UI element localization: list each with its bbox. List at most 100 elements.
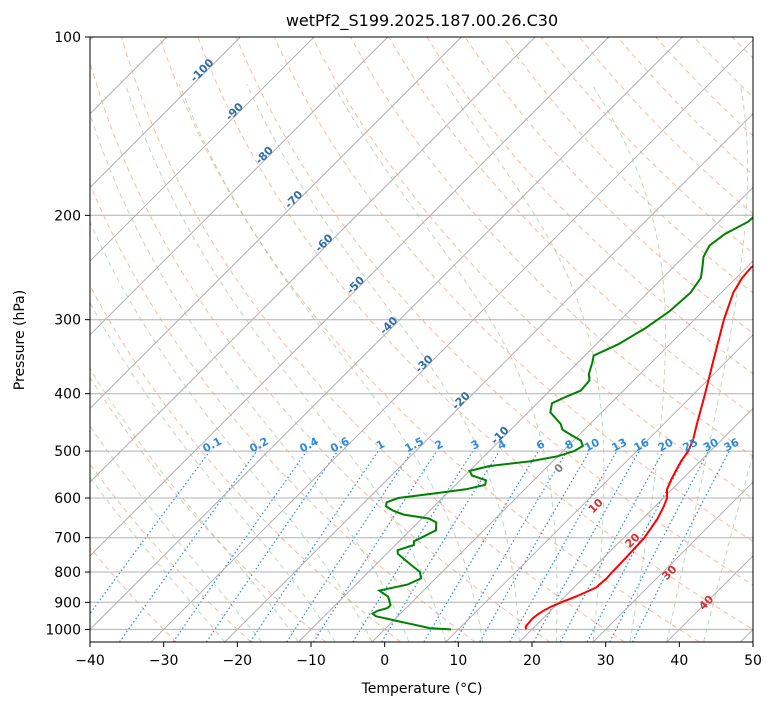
y-tick-label: 700	[54, 531, 81, 547]
isotherm	[90, 37, 389, 336]
x-tick-label: −40	[75, 653, 105, 669]
mixing-ratio-label: 13	[609, 436, 629, 455]
dry-adiabat	[273, 37, 753, 543]
isotherm	[592, 481, 753, 642]
moist-adiabat-label: 20	[623, 530, 643, 550]
y-tick-label: 900	[54, 595, 81, 611]
dry-adiabat	[90, 60, 551, 642]
isotherm	[90, 37, 536, 483]
mixing-ratio-label: 3	[469, 437, 482, 452]
mixing-ratio-line	[119, 450, 258, 642]
y-tick-label: 600	[54, 491, 81, 507]
moist-adiabat	[90, 367, 299, 642]
mixing-ratio-label: 20	[656, 436, 676, 455]
dry-adiabat-label: -10	[488, 424, 511, 447]
dry-adiabat-label: -90	[223, 100, 246, 123]
y-tick-label: 500	[54, 444, 81, 460]
dry-adiabat-label: -60	[312, 231, 335, 254]
isotherm	[90, 37, 610, 557]
x-tick-label: 50	[744, 653, 762, 669]
isotherm	[90, 37, 241, 189]
dry-adiabat-label: -20	[450, 389, 473, 412]
mixing-ratio-label: 10	[582, 436, 602, 455]
x-tick-label: 10	[449, 653, 467, 669]
dry-adiabat	[121, 37, 625, 642]
dry-adiabat-label: -30	[412, 352, 435, 375]
line-labels: 0.1 0.2 0.4 0.6 1 1.5 2 3 4 6 8 10 13 16 20 25 30 36-100-…	[188, 56, 742, 613]
mixing-ratio-line	[352, 450, 474, 642]
dry-adiabat	[90, 463, 252, 642]
dry-adiabat	[350, 37, 753, 457]
mixing-ratio-label: 1.5	[403, 435, 426, 456]
y-tick-label: 1000	[45, 622, 81, 638]
dry-adiabat	[426, 37, 753, 375]
dry-adiabat	[197, 37, 753, 631]
x-tick-label: −30	[149, 653, 179, 669]
temperature-profile	[524, 264, 753, 630]
moist-adiabat	[332, 83, 558, 642]
moist-adiabat	[90, 301, 336, 642]
dry-adiabat	[464, 37, 753, 334]
mixing-ratio-line	[454, 450, 568, 642]
mixing-ratio-label: 16	[632, 436, 652, 455]
moist-adiabat	[666, 83, 749, 642]
y-tick-label: 300	[54, 313, 81, 329]
chart-title: wetPf2_S199.2025.187.00.26.C30	[286, 11, 558, 31]
mixing-ratio-line	[249, 450, 379, 642]
dry-adiabat	[311, 37, 753, 500]
dry-adiabat	[502, 37, 753, 294]
x-tick-label: 40	[670, 653, 688, 669]
dry-adiabat	[770, 37, 775, 642]
isotherm	[90, 37, 315, 262]
x-tick-label: −20	[223, 653, 253, 669]
isotherm	[445, 334, 753, 642]
isotherm	[298, 186, 753, 642]
isotherm	[519, 407, 753, 642]
x-axis-label: Temperature (°C)	[361, 681, 483, 697]
y-tick-label: 400	[54, 387, 81, 403]
mixing-ratio-label: 6	[534, 437, 547, 452]
dry-adiabat	[617, 37, 753, 176]
x-tick-label: −10	[296, 653, 326, 669]
isotherm	[90, 37, 462, 410]
dry-adiabat-label: -80	[253, 144, 276, 167]
mixing-ratio-label: 0.4	[297, 435, 321, 456]
mixing-ratio-label: 2	[433, 437, 446, 452]
dry-adiabat	[235, 37, 753, 586]
mixing-ratio-line	[286, 450, 413, 642]
mixing-ratio-line	[312, 450, 438, 642]
moist-adiabat	[90, 424, 263, 642]
isotherm	[371, 260, 753, 642]
dry-adiabat	[655, 37, 753, 137]
mixing-ratio-line	[632, 450, 730, 642]
mixing-ratio-line	[559, 450, 664, 642]
isotherm	[90, 37, 683, 631]
y-axis-label: Pressure (hPa)	[12, 290, 28, 390]
moist-adiabat	[246, 83, 520, 642]
mixing-ratio-line	[509, 450, 618, 642]
moist-adiabat-label: 0	[552, 461, 567, 476]
dewpoint-profile	[370, 216, 753, 631]
dry-adiabat	[90, 376, 327, 642]
mixing-ratio-line	[90, 450, 211, 615]
y-tick-label: 100	[54, 30, 81, 46]
mixing-ratio-line	[205, 450, 338, 642]
mixing-ratio-line	[381, 450, 501, 642]
isotherm	[224, 113, 753, 642]
mixing-ratio-label: 36	[722, 436, 742, 455]
dry-adiabat	[90, 183, 476, 642]
x-tick-label: 20	[523, 653, 541, 669]
dry-adiabat	[693, 37, 753, 98]
moist-adiabat	[124, 83, 447, 642]
dry-adiabat	[541, 37, 753, 254]
y-tick-label: 200	[54, 208, 81, 224]
dry-adiabat	[388, 37, 753, 416]
mixing-ratio-line	[533, 450, 640, 642]
isotherm	[666, 555, 753, 642]
x-tick-label: 0	[380, 653, 389, 669]
isotherm	[150, 39, 753, 642]
moist-adiabat	[178, 83, 484, 642]
mixing-ratio-line	[172, 450, 308, 642]
dry-adiabat-label: -40	[377, 314, 400, 337]
